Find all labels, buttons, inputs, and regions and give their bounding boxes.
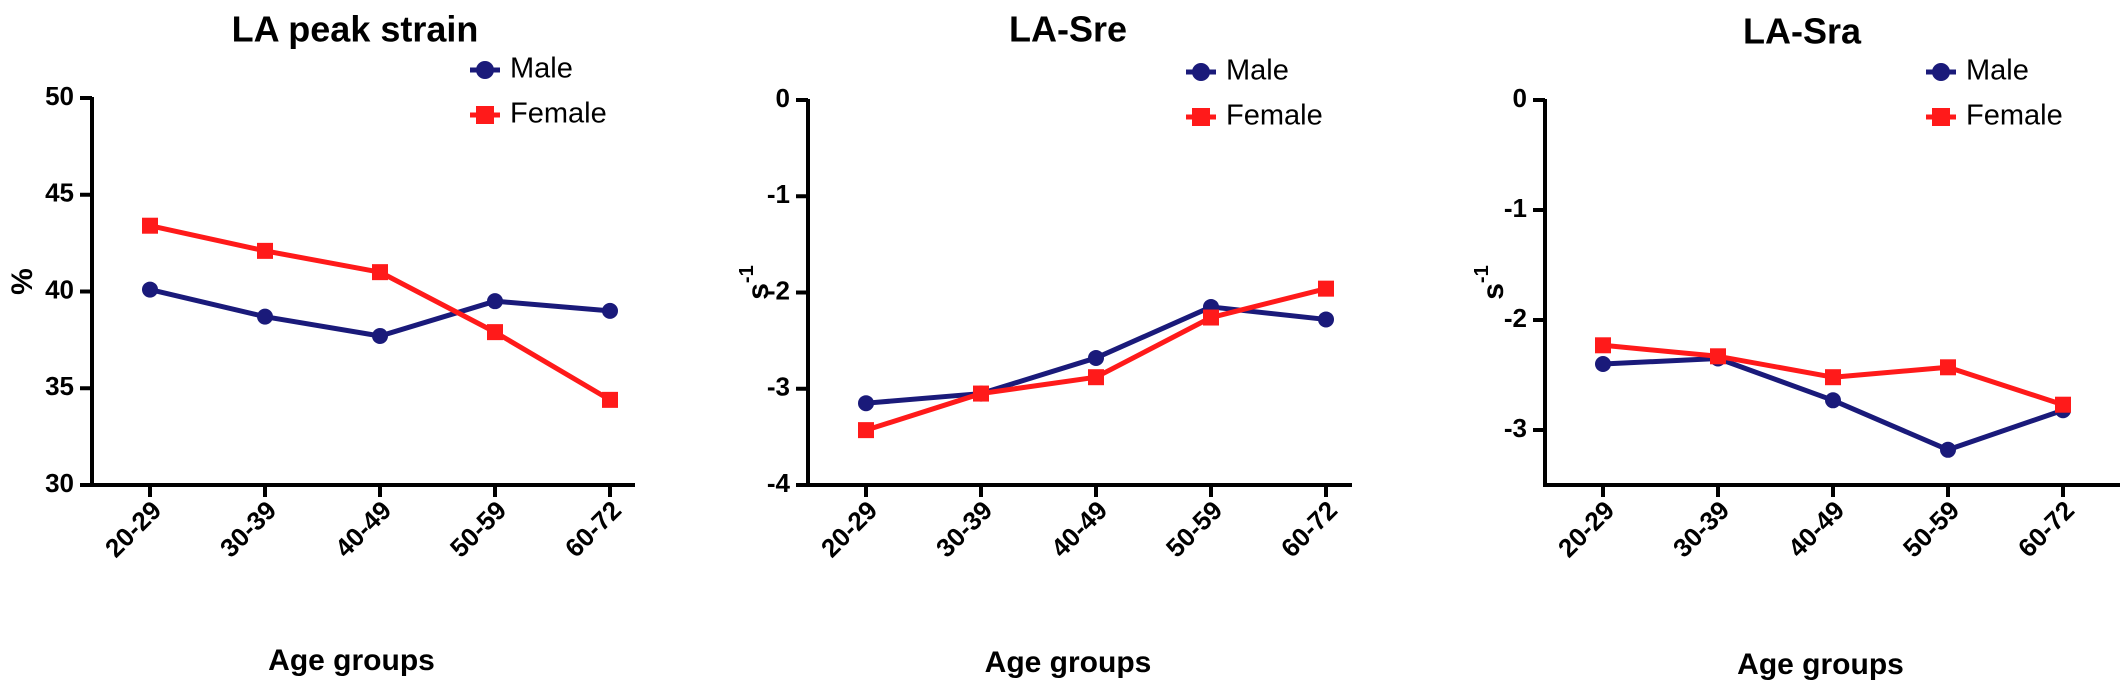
legend-marker-male (1932, 63, 1950, 81)
data-point-female (602, 391, 618, 408)
y-axis-label-superscript: -1 (1471, 265, 1493, 283)
data-point-male (858, 395, 874, 412)
y-tick-label: 0 (776, 83, 790, 113)
data-point-male (1825, 392, 1841, 409)
x-tick-label: 20-29 (1552, 495, 1620, 563)
data-point-female (372, 264, 388, 281)
legend-label-female: Female (1966, 100, 2063, 132)
data-point-female (973, 385, 989, 402)
data-point-female (1710, 348, 1726, 365)
y-axis-label-base: s (742, 283, 775, 300)
y-axis-label: % (6, 268, 39, 295)
y-tick-label: 50 (45, 81, 74, 111)
data-point-female (1940, 359, 1956, 376)
data-point-female (1595, 337, 1611, 354)
y-axis-label-base: s (1477, 283, 1510, 300)
legend: Male Female (1186, 55, 1323, 132)
y-axis-label: s-1 (1471, 265, 1510, 299)
legend-marker-male (1192, 63, 1210, 81)
legend-marker-female (476, 106, 494, 124)
y-tick-label: -4 (767, 468, 791, 498)
x-axis-label: Age groups (985, 646, 1152, 679)
chart-panel-1: LA peak strain 30 35 40 45 50 20-29 30-39 40-49 5… (6, 9, 635, 677)
x-tick-label: 40-49 (329, 495, 397, 563)
data-point-female (257, 242, 273, 259)
data-point-male (487, 293, 503, 310)
x-axis-label: Age groups (1737, 648, 1904, 681)
y-tick-label: -1 (1504, 193, 1527, 223)
y-axis-label-base: % (6, 268, 39, 295)
x-tick-label: 60-72 (1275, 495, 1343, 563)
data-point-female (1088, 369, 1104, 386)
y-tick-label: -1 (767, 179, 790, 209)
legend-label-female: Female (510, 98, 607, 130)
data-point-female (1825, 369, 1841, 386)
y-tick-label: 0 (1513, 83, 1527, 113)
y-axis-label-superscript: -1 (736, 265, 758, 283)
data-point-female (487, 324, 503, 341)
data-point-male (142, 281, 158, 298)
x-tick-label: 50-59 (1160, 495, 1228, 563)
x-tick-label: 20-29 (815, 495, 883, 563)
chart-panel-2: LA-Sre -4 -3 -2 -1 0 20-29 30-39 40-49 50-59 60-72… (736, 9, 1352, 679)
x-tick-label: 30-39 (930, 495, 998, 563)
legend-marker-female (1932, 108, 1950, 126)
data-point-female (1318, 280, 1334, 297)
x-tick-label: 30-39 (1667, 495, 1735, 563)
y-tick-label: 40 (45, 274, 74, 304)
data-point-female (2055, 396, 2071, 413)
y-tick-label: -3 (767, 372, 790, 402)
x-tick-label: 50-59 (444, 495, 512, 563)
data-point-male (1318, 311, 1334, 328)
x-tick-label: 20-29 (99, 495, 167, 563)
x-tick-label: 40-49 (1782, 495, 1850, 563)
legend: Male Female (470, 53, 607, 130)
data-point-female (858, 422, 874, 439)
x-tick-label: 60-72 (2012, 495, 2080, 563)
chart-panel-3: LA-Sra -3 -2 -1 0 20-29 30-39 40-49 50-59 60-72 Ag… (1471, 11, 2120, 681)
x-tick-label: 40-49 (1045, 495, 1113, 563)
data-point-male (1595, 356, 1611, 372)
y-tick-label: 30 (45, 468, 74, 498)
data-point-female (142, 217, 158, 234)
data-point-male (1940, 441, 1956, 458)
data-point-female (1203, 309, 1219, 326)
x-tick-label: 30-39 (214, 495, 282, 563)
legend-marker-female (1192, 108, 1210, 126)
x-axis-label: Age groups (268, 644, 435, 677)
y-tick-label: -2 (767, 275, 790, 305)
y-tick-label: -3 (1504, 413, 1527, 443)
chart-title: LA peak strain (232, 9, 479, 50)
y-tick-label: 45 (45, 178, 74, 208)
y-axis-label: s-1 (736, 265, 775, 299)
series-line-female (149, 223, 612, 403)
legend-label-male: Male (1966, 55, 2029, 87)
data-point-male (1088, 349, 1104, 366)
legend-label-female: Female (1226, 100, 1323, 132)
x-tick-label: 50-59 (1897, 495, 1965, 563)
chart-title: LA-Sre (1009, 9, 1127, 50)
data-point-male (257, 308, 273, 325)
y-tick-label: -2 (1504, 303, 1527, 333)
y-tick-label: 35 (45, 371, 74, 401)
legend-label-male: Male (1226, 55, 1289, 87)
legend-marker-male (476, 61, 494, 79)
data-point-male (372, 328, 388, 345)
legend: Male Female (1926, 55, 2063, 132)
chart-title: LA-Sra (1743, 11, 1862, 52)
x-tick-label: 60-72 (559, 495, 627, 563)
data-point-male (602, 302, 618, 319)
legend-label-male: Male (510, 53, 573, 85)
